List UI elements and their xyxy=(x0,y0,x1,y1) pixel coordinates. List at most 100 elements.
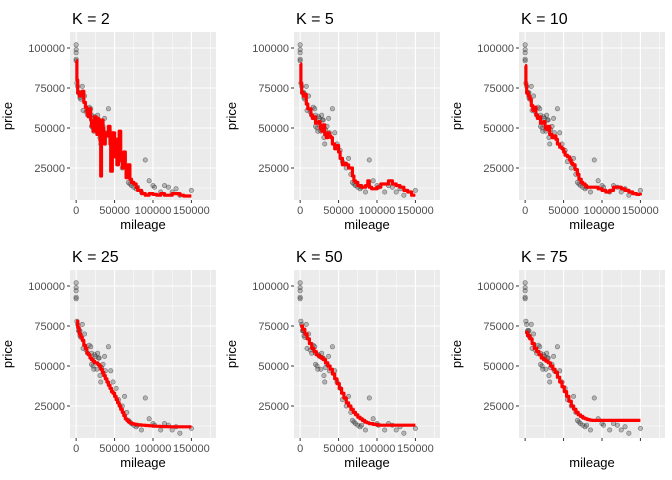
data-point xyxy=(607,427,613,433)
data-point xyxy=(537,106,543,112)
y-tick-label: 75000 xyxy=(258,83,289,95)
y-tick-label: 100000 xyxy=(28,43,65,55)
x-tick-label: 150000 xyxy=(397,205,434,217)
data-point xyxy=(322,141,328,147)
x-tick-label: 0 xyxy=(522,205,528,217)
data-point xyxy=(366,157,372,163)
data-point xyxy=(528,321,534,327)
data-point xyxy=(401,192,407,198)
data-point xyxy=(587,189,593,195)
x-tick-label: 100000 xyxy=(135,205,172,217)
data-point xyxy=(601,422,607,428)
x-tick-label: 50000 xyxy=(99,205,130,217)
data-point xyxy=(169,427,175,433)
y-tick-label: 50000 xyxy=(258,361,289,373)
y-tick-label: 25000 xyxy=(34,401,65,413)
data-point xyxy=(547,379,553,385)
data-point xyxy=(587,427,593,433)
data-point xyxy=(177,430,183,436)
x-axis-title: mileage xyxy=(120,217,166,232)
x-axis-title: mileage xyxy=(569,217,615,232)
data-point xyxy=(522,42,528,48)
data-point xyxy=(618,189,624,195)
data-point xyxy=(297,42,303,48)
data-point xyxy=(545,117,551,123)
panel: 0 50000 100000 150000250005000075000100000K… xyxy=(224,11,440,232)
y-tick-label: 25000 xyxy=(34,163,65,175)
x-tick-label: 100000 xyxy=(359,205,396,217)
data-point xyxy=(96,355,102,361)
data-point xyxy=(173,186,179,192)
data-point xyxy=(382,427,388,433)
panel: 0 50000 100000 150000250005000075000100000K… xyxy=(0,249,216,470)
data-point xyxy=(321,373,327,379)
x-tick-label: 0 xyxy=(297,205,303,217)
knn-fit-line xyxy=(75,59,192,198)
data-point xyxy=(146,416,152,422)
x-axis-title: mileage xyxy=(344,455,390,470)
y-axis-title: price xyxy=(224,102,239,130)
data-point xyxy=(546,373,552,379)
knn-fit-line xyxy=(299,62,416,197)
data-point xyxy=(73,42,79,48)
x-tick-label: 150000 xyxy=(173,205,210,217)
data-point xyxy=(557,130,563,136)
data-point xyxy=(551,353,557,359)
data-point xyxy=(158,427,164,433)
data-point xyxy=(522,288,528,294)
x-axis-title: mileage xyxy=(120,455,166,470)
data-point xyxy=(73,288,79,294)
data-point xyxy=(362,189,368,195)
panel-title: K = 10 xyxy=(521,11,568,28)
x-tick-label: 50000 xyxy=(323,443,354,455)
data-point xyxy=(637,425,643,431)
data-point xyxy=(73,50,79,56)
data-point xyxy=(152,184,158,190)
y-axis-title: price xyxy=(224,340,239,368)
y-tick-label: 100000 xyxy=(477,43,514,55)
x-tick-label: 100000 xyxy=(135,443,172,455)
data-point xyxy=(359,422,365,428)
data-point xyxy=(326,353,332,359)
panel-title: K = 5 xyxy=(296,11,334,28)
y-axis-title: price xyxy=(0,102,15,130)
x-tick-label: 100000 xyxy=(359,443,396,455)
y-tick-label: 100000 xyxy=(477,281,514,293)
data-point xyxy=(138,427,144,433)
data-point xyxy=(108,368,114,374)
y-tick-label: 75000 xyxy=(483,83,514,95)
data-point xyxy=(105,106,111,112)
data-point xyxy=(393,189,399,195)
data-point xyxy=(554,344,560,350)
data-point xyxy=(370,178,376,184)
x-tick-label: 150000 xyxy=(397,443,434,455)
data-point xyxy=(591,157,597,163)
panel: 25000 50000 75000 100000 K = 75 mileage price xyxy=(449,249,665,470)
data-point xyxy=(531,93,537,99)
data-point xyxy=(318,366,324,372)
panel: 0 50000 100000 150000250005000075000100000K… xyxy=(224,249,440,470)
panel-title: K = 75 xyxy=(521,249,568,266)
data-point xyxy=(297,296,303,302)
x-tick-label: 0 xyxy=(297,443,303,455)
y-tick-label: 75000 xyxy=(258,321,289,333)
y-tick-label: 75000 xyxy=(483,321,514,333)
data-point xyxy=(568,165,574,171)
knn-fit-line xyxy=(300,324,416,427)
data-point xyxy=(412,187,418,193)
data-point xyxy=(626,192,632,198)
data-point xyxy=(537,344,543,350)
data-point xyxy=(102,353,108,359)
data-point xyxy=(614,422,620,428)
y-tick-label: 50000 xyxy=(34,361,65,373)
data-point xyxy=(146,178,152,184)
data-point xyxy=(389,184,395,190)
data-point xyxy=(297,280,303,286)
data-point xyxy=(595,178,601,184)
data-point xyxy=(297,288,303,294)
data-point xyxy=(79,321,85,327)
data-point xyxy=(303,83,309,89)
panel-title: K = 25 xyxy=(72,249,119,266)
knn-fit-line xyxy=(525,330,641,422)
x-tick-label: 50000 xyxy=(548,205,579,217)
